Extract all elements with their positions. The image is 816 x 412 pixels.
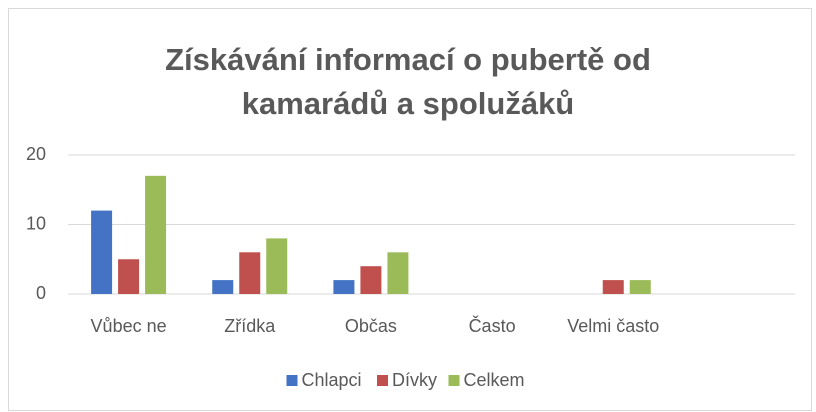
bar bbox=[629, 280, 651, 294]
bar bbox=[333, 280, 355, 294]
chart-border bbox=[8, 8, 812, 411]
bar bbox=[145, 175, 167, 294]
chart-title: Získávání informací o pubertě od kamarád… bbox=[165, 42, 651, 121]
bar bbox=[602, 280, 624, 294]
bar bbox=[360, 266, 382, 294]
bar bbox=[91, 210, 113, 294]
bar bbox=[387, 252, 409, 294]
x-tick-label: Občas bbox=[345, 316, 397, 336]
legend-label: Dívky bbox=[392, 370, 437, 390]
x-tick-label: Vůbec ne bbox=[91, 316, 167, 336]
bar bbox=[239, 252, 261, 294]
x-tick-label: Zřídka bbox=[224, 316, 276, 336]
legend-swatch bbox=[448, 375, 460, 386]
legend-swatch bbox=[377, 375, 388, 386]
legend-label: Celkem bbox=[464, 370, 525, 390]
legend-swatch bbox=[286, 375, 298, 386]
bar bbox=[266, 238, 288, 294]
y-tick-label: 20 bbox=[26, 144, 46, 164]
x-tick-label: Často bbox=[469, 315, 516, 336]
y-tick-label: 10 bbox=[26, 213, 46, 233]
x-tick-label: Velmi často bbox=[567, 316, 659, 336]
y-tick-label: 0 bbox=[36, 283, 46, 303]
legend-label: Chlapci bbox=[302, 370, 362, 390]
bar bbox=[118, 259, 140, 294]
bar bbox=[212, 280, 234, 294]
